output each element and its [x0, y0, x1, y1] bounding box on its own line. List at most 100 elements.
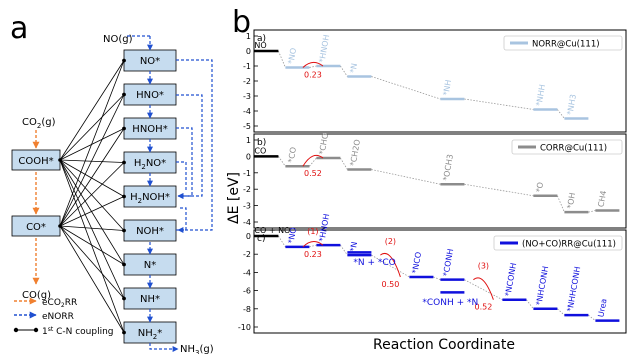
y-tick-label: -10	[238, 323, 251, 332]
barrier-curve	[380, 252, 401, 278]
box-nh2: NH2*	[123, 321, 177, 344]
panel-title: c)	[257, 234, 265, 244]
step-connector	[557, 195, 565, 213]
step-connector	[371, 254, 410, 278]
nh3-gas-label: NH3(g)	[180, 344, 214, 354]
step-connector	[309, 65, 317, 68]
legend-label: NORR@Cu(111)	[532, 40, 600, 50]
svg-text:NO*: NO*	[140, 56, 160, 67]
level-label: CO	[254, 146, 266, 155]
step-connector	[278, 50, 286, 68]
barrier-curve	[302, 241, 324, 248]
energy-panel-2: 1 0 -1 -2 -3 -4 b) CORR@Cu(111) CO *CO *CHO *CH2O *O…	[243, 132, 627, 229]
level-label: CH4	[597, 190, 609, 208]
enorr-arrows	[127, 35, 213, 352]
right-boxes: NO* HNO* HNOH* H2NO* H2NOH* NOH* N* NH* NH2*	[123, 49, 177, 344]
step-connector	[309, 244, 317, 248]
y-axis-label: ΔE [eV]	[226, 172, 242, 224]
barrier-value: 0.50	[381, 280, 399, 289]
box-no: NO*	[123, 49, 177, 72]
box-co: CO*	[11, 215, 61, 237]
level-label: *HNOH	[318, 34, 332, 63]
box-hnoh: HNOH*	[123, 117, 177, 140]
level-label: *N	[349, 62, 360, 73]
box-cooh: COOH*	[11, 149, 61, 171]
legend-eco2rr: eCO2RR	[42, 298, 77, 309]
level-label: *OH	[566, 192, 578, 210]
no-gas-label: NO(g)	[103, 34, 133, 45]
energy-panel-3: 0-2-4-6-8-10c)(NO+CO)RR@Cu(111)CO + NO*N…	[238, 213, 627, 334]
level-label: *NCONH	[504, 262, 519, 297]
y-tick-label: -5	[243, 122, 251, 131]
legend-cn-coupling: 1st C-N coupling	[42, 326, 114, 337]
y-tick-label: -6	[243, 287, 251, 296]
y-tick-label: -8	[243, 305, 251, 314]
box-n: N*	[123, 253, 177, 276]
svg-text:COOH*: COOH*	[18, 156, 53, 167]
level-label: *NO	[287, 47, 299, 65]
step-connector	[557, 109, 565, 119]
step-connector	[340, 65, 348, 77]
step-connector	[371, 76, 441, 100]
y-tick-label: -3	[243, 92, 251, 101]
step-connector	[278, 156, 286, 167]
y-tick-label: -4	[243, 218, 251, 227]
annotation: *N + *CO	[353, 258, 395, 268]
panel-title: b)	[257, 138, 266, 148]
y-tick-label: -3	[243, 202, 251, 211]
y-tick-label: 0	[246, 232, 251, 241]
barrier-curve	[473, 277, 494, 300]
step-connector	[464, 279, 503, 301]
svg-text:NOH*: NOH*	[136, 226, 164, 237]
panel-a-legend: eCO2RR eNORR 1st C-N coupling	[13, 297, 114, 337]
energy-plots: 1 0 -1 -2 -3 -4 -5 a) NORR@Cu(111) NO *NO *HNOH *N *N…	[238, 29, 627, 334]
barrier-curve	[302, 61, 324, 68]
y-tick-label: -1	[243, 62, 251, 71]
legend-label: (NO+CO)RR@Cu(111)	[522, 240, 616, 250]
cn-coupling-lines	[58, 58, 126, 335]
y-tick-label: 1	[246, 136, 251, 145]
level-label: *CHO	[318, 132, 331, 155]
step-connector	[433, 276, 441, 281]
level-label: *NHH	[535, 84, 548, 107]
co-gas-label: CO(g)	[22, 290, 51, 301]
y-tick-label: -2	[243, 250, 251, 259]
barrier-value: 0.52	[304, 169, 322, 178]
y-tick-label: -4	[243, 268, 251, 277]
panel-legend: (NO+CO)RR@Cu(111)	[493, 235, 623, 251]
box-hno: HNO*	[123, 83, 177, 106]
level-label: *NH	[442, 79, 454, 96]
level-label: *CONH	[442, 248, 456, 277]
level-label: *NHHCONH	[566, 266, 583, 313]
level-label: Urea	[597, 298, 609, 318]
y-tick-label: 1	[246, 32, 251, 41]
step-connector	[278, 235, 286, 248]
barrier-curve	[302, 154, 324, 167]
level-label: NO	[254, 41, 266, 50]
level-label: *NHCONH	[535, 265, 551, 306]
step-connector	[340, 157, 348, 170]
step-connector	[464, 98, 534, 110]
level-label: *CH2O	[349, 139, 363, 167]
barrier-value: 0.52	[474, 303, 492, 312]
box-nh: NH*	[123, 287, 177, 310]
level-label: *N	[349, 241, 360, 252]
panel-legend: NORR@Cu(111)	[503, 35, 623, 51]
level-label: *CO	[287, 146, 299, 163]
svg-text:N*: N*	[144, 260, 156, 271]
level-label: *OCH3	[442, 153, 456, 181]
legend-enorr: eNORR	[42, 312, 74, 322]
step-connector	[340, 244, 348, 256]
svg-text:NH2*: NH2*	[138, 328, 162, 341]
barrier-step: (2)	[385, 237, 396, 246]
step-connector	[588, 314, 596, 321]
y-tick-label: 0	[246, 47, 251, 56]
box-h2noh: H2NOH*	[123, 185, 177, 208]
step-connector	[588, 210, 596, 213]
y-tick-label: -1	[243, 169, 251, 178]
panel-title: a)	[257, 34, 266, 44]
svg-text:CO*: CO*	[26, 222, 46, 233]
svg-text:HNO*: HNO*	[136, 90, 164, 101]
y-tick-label: 0	[246, 152, 251, 161]
